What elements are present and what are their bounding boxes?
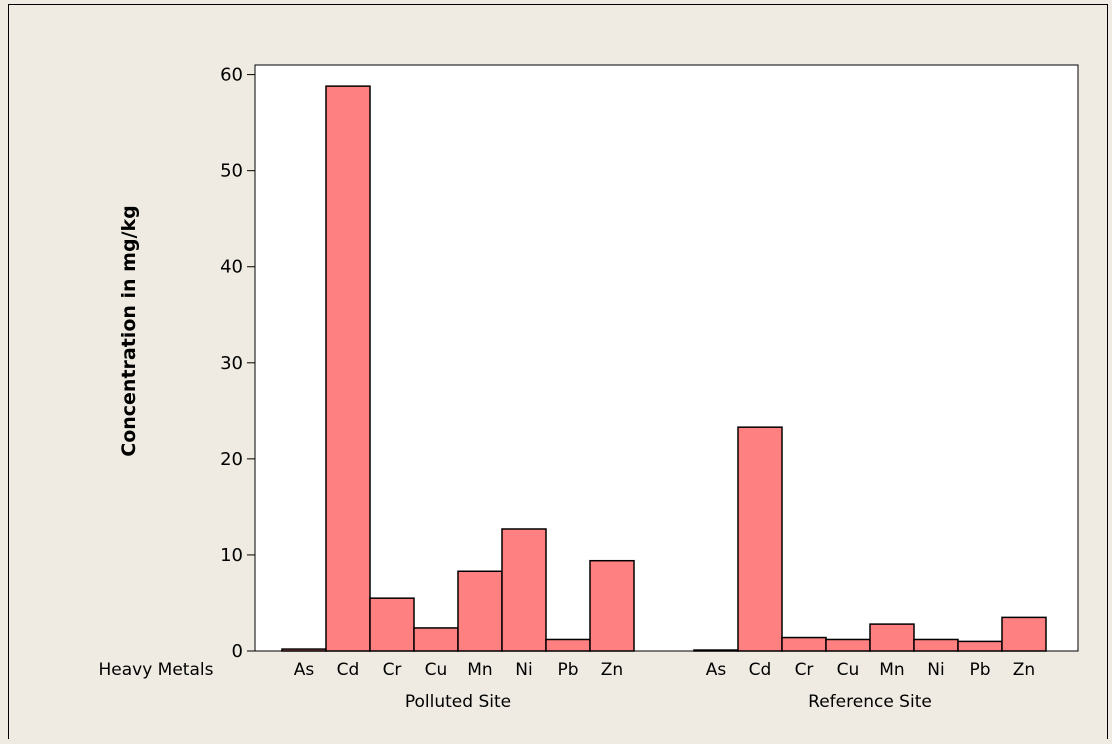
- y-axis-title: Concentration in mg/kg: [118, 205, 140, 457]
- bar-as-group-1: [281, 648, 327, 652]
- category-axis-title: Heavy Metals: [99, 660, 214, 680]
- bars: [281, 85, 1047, 652]
- x-tick-label: Cu: [425, 660, 448, 680]
- chart-figure: 0 10 20 30 40 50 60 As Cd Cr Cu Mn Ni Pb Zn Polluted S…: [8, 4, 1108, 739]
- plot-area: [254, 64, 1079, 652]
- x-tick-label: Zn: [601, 660, 623, 680]
- x-tick-label: Ni: [927, 660, 944, 680]
- x-tick-label: Cd: [749, 660, 772, 680]
- bar-cu-group-2: [825, 638, 871, 652]
- x-axis-labels: As Cd Cr Cu Mn Ni Pb Zn Polluted Site As Cd Cr Cu Mn N…: [294, 660, 1035, 712]
- x-tick-label: As: [706, 660, 727, 680]
- y-tick-label: 10: [220, 545, 243, 566]
- x-tick-label: Mn: [879, 660, 904, 680]
- bar-mn-group-2: [869, 623, 915, 652]
- x-tick-label: Cd: [337, 660, 360, 680]
- y-tick-label: 50: [220, 161, 243, 182]
- x-tick-label: Cr: [795, 660, 814, 680]
- x-tick-label: Zn: [1013, 660, 1035, 680]
- bar-as-group-2: [693, 649, 739, 652]
- y-tick-label: 0: [232, 641, 243, 662]
- y-tick-label: 20: [220, 449, 243, 470]
- y-tick-label: 30: [220, 353, 243, 374]
- bar-ni-group-1: [501, 528, 547, 652]
- bar-chart: 0 10 20 30 40 50 60 As Cd Cr Cu Mn Ni Pb Zn Polluted S…: [99, 64, 1079, 712]
- bar-ni-group-2: [913, 638, 959, 652]
- y-tick-label: 60: [220, 65, 243, 86]
- group-label: Polluted Site: [405, 692, 511, 712]
- bar-cr-group-2: [781, 636, 827, 652]
- x-tick-label: Mn: [467, 660, 492, 680]
- bar-cd-group-1: [325, 85, 371, 652]
- x-tick-label: As: [294, 660, 315, 680]
- bar-pb-group-2: [957, 640, 1003, 652]
- x-tick-label: Pb: [557, 660, 578, 680]
- bar-pb-group-1: [545, 638, 591, 652]
- x-tick-label: Cr: [383, 660, 402, 680]
- x-tick-label: Ni: [515, 660, 532, 680]
- bar-cu-group-1: [413, 627, 459, 652]
- y-axis: 0 10 20 30 40 50 60: [220, 65, 255, 662]
- group-label: Reference Site: [808, 692, 932, 712]
- x-tick-label: Cu: [837, 660, 860, 680]
- bar-zn-group-2: [1001, 616, 1047, 652]
- x-tick-label: Pb: [969, 660, 990, 680]
- y-tick-label: 40: [220, 257, 243, 278]
- bar-cd-group-2: [737, 426, 783, 652]
- bar-mn-group-1: [457, 570, 503, 652]
- bar-cr-group-1: [369, 597, 415, 652]
- bar-zn-group-1: [589, 559, 635, 652]
